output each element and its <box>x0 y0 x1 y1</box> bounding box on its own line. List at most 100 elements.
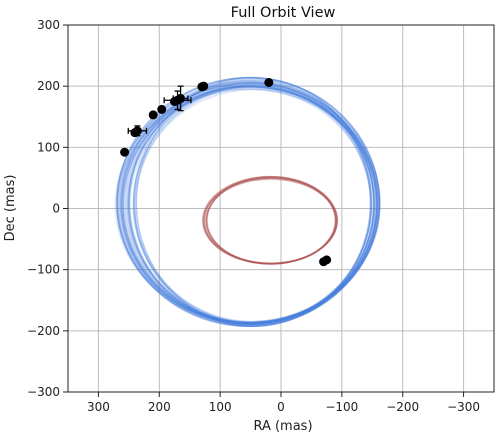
x-tick-label: 300 <box>87 400 110 414</box>
orbit-track <box>115 83 381 325</box>
orbit-track <box>203 177 338 265</box>
orbit-track <box>116 88 381 323</box>
orbit-track <box>118 84 380 324</box>
orbit-track <box>127 79 375 326</box>
orbit-track <box>117 86 380 324</box>
orbit-track <box>116 83 381 325</box>
x-tick-label: 100 <box>209 400 232 414</box>
y-tick-label: 300 <box>37 18 60 32</box>
orbit-track <box>114 86 382 324</box>
orbit-track <box>135 76 371 328</box>
orbit-track <box>118 77 379 327</box>
orbit-track <box>206 176 337 265</box>
orbit-track <box>134 83 372 325</box>
orbit-track <box>129 86 374 324</box>
orbit-track <box>128 83 375 325</box>
orbit-track <box>128 83 375 325</box>
orbit-track <box>201 175 339 265</box>
orbit-track <box>121 82 378 325</box>
orbit-track <box>135 76 371 328</box>
astrometry-point <box>264 77 274 87</box>
orbit-track <box>205 175 337 265</box>
orbit-track <box>205 177 337 265</box>
astrometry-point <box>120 147 130 157</box>
y-axis-ticks: −300 −200 −100 0 100 200 300 <box>27 18 68 399</box>
orbit-track <box>122 82 378 325</box>
orbit-track <box>126 85 376 324</box>
orbit-track <box>115 81 381 326</box>
orbit-track <box>116 77 380 327</box>
orbit-track <box>205 177 337 265</box>
orbit-track <box>128 79 375 327</box>
x-tick-label: −200 <box>386 400 419 414</box>
astrometry-point <box>170 96 179 106</box>
orbit-track <box>122 86 378 324</box>
y-tick-label: 100 <box>37 140 60 154</box>
orbit-track <box>202 176 338 265</box>
orbit-track <box>116 76 380 327</box>
orbit-track <box>128 84 375 324</box>
orbit-track <box>133 82 373 325</box>
orbit-track <box>117 80 380 326</box>
orbit-track <box>203 175 338 265</box>
orbit-track <box>126 86 376 323</box>
y-tick-label: −200 <box>27 324 60 338</box>
orbit-track <box>116 78 381 327</box>
x-tick-label: −100 <box>325 400 358 414</box>
orbit-track <box>202 177 338 265</box>
orbit-track <box>135 85 371 324</box>
x-tick-label: 0 <box>277 400 285 414</box>
x-tick-label: −300 <box>447 400 480 414</box>
x-axis-ticks: 300 200 100 0 −100 −200 −300 <box>87 392 480 414</box>
orbit-track <box>133 82 373 325</box>
x-tick-label: 200 <box>148 400 171 414</box>
grid-lines <box>68 24 494 393</box>
orbit-track <box>203 176 338 265</box>
astrometry-point <box>148 110 158 120</box>
astrometry-point <box>197 82 207 92</box>
orbit-track <box>206 176 337 265</box>
y-tick-label: −100 <box>27 263 60 277</box>
orbit-track <box>119 81 379 325</box>
orbit-track <box>132 76 373 328</box>
orbit-track <box>203 176 338 265</box>
orbit-track <box>123 84 377 324</box>
orbit-track <box>116 79 381 326</box>
astrometry-points <box>120 77 332 267</box>
orbit-tracks <box>114 76 382 328</box>
orbit-track <box>205 176 337 265</box>
orbit-track <box>123 82 377 325</box>
orbit-track <box>205 177 337 264</box>
orbit-track <box>119 85 379 324</box>
orbit-track <box>201 175 339 265</box>
astrometry-point <box>130 128 140 138</box>
orbit-track <box>205 178 337 264</box>
y-tick-label: −300 <box>27 385 60 399</box>
orbit-track <box>124 87 377 323</box>
orbit-track <box>205 176 337 265</box>
orbit-track <box>204 178 337 264</box>
orbit-track <box>132 88 373 323</box>
orbit-track <box>204 176 338 265</box>
orbit-track <box>127 85 375 324</box>
orbit-track <box>125 79 376 326</box>
orbit-track <box>203 177 338 264</box>
y-tick-label: 200 <box>37 79 60 93</box>
orbit-track <box>206 176 336 265</box>
y-tick-label: 0 <box>52 202 60 216</box>
orbit-track <box>203 177 338 265</box>
astrometry-point <box>157 104 167 114</box>
x-axis-label: RA (mas) <box>253 419 312 434</box>
orbit-track <box>127 77 375 327</box>
orbit-track <box>202 178 338 264</box>
orbit-track <box>121 76 378 328</box>
orbit-track <box>134 85 372 324</box>
orbit-track <box>120 82 379 325</box>
orbit-track <box>120 88 378 323</box>
orbit-track <box>202 177 338 265</box>
orbit-track <box>120 85 379 324</box>
orbit-track <box>122 86 378 324</box>
orbit-track <box>120 77 379 327</box>
orbit-track <box>118 85 380 324</box>
